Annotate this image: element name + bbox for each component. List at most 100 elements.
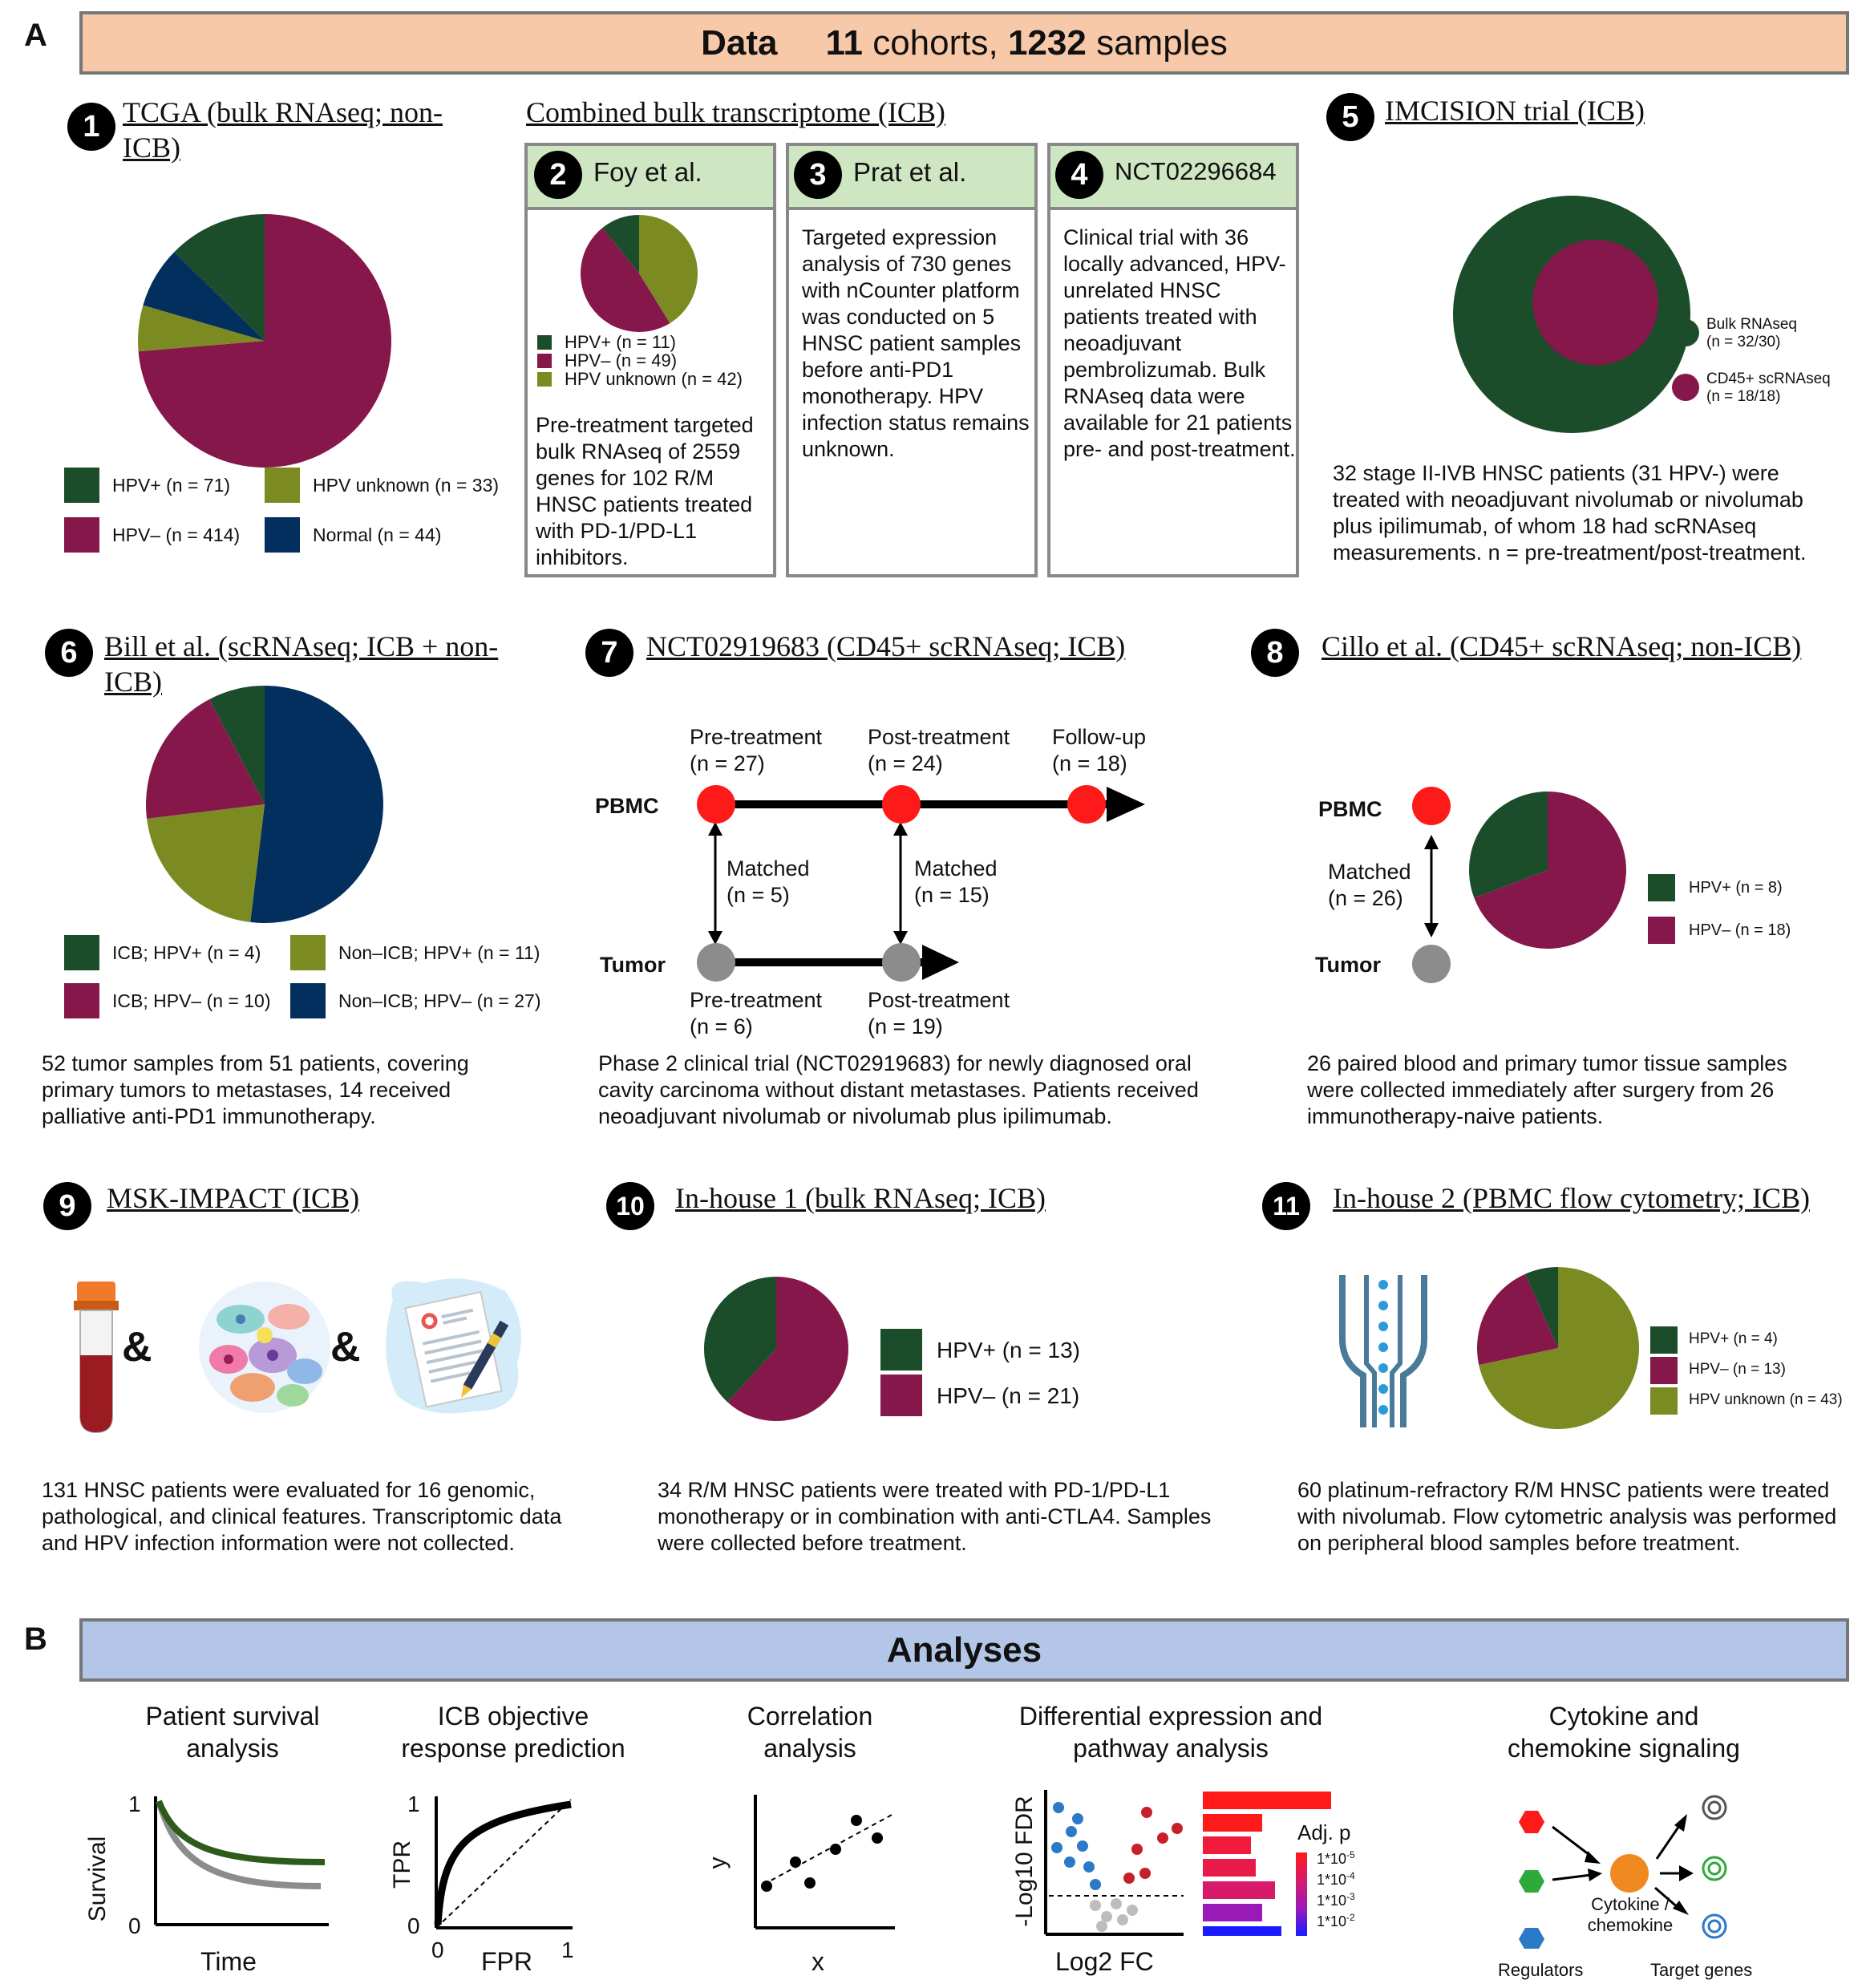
panel-letter-a: A [24,18,47,53]
pie-chart-inhouse1 [704,1277,848,1421]
roc-ylabel: TPR [389,1840,415,1889]
tissue-cells-icon [199,1281,330,1413]
tumor-pre-n: (n = 6) [690,1014,753,1039]
banner-cohorts-word: cohorts, [872,22,998,63]
ampersand-1: & [122,1324,152,1371]
dataset-badge-8: 8 [1251,629,1299,677]
analysis-title-line: Patient survival [145,1702,320,1731]
legend-label: ICB; HPV+ (n = 4) [112,942,261,963]
pie-chart-inhouse2 [1477,1267,1639,1429]
dataset-desc-6: 52 tumor samples from 51 patients, cover… [42,1051,469,1128]
pbmc-follow-n: (n = 18) [1052,751,1127,775]
pie-chart-cillo [1469,792,1626,949]
dataset-badge-7: 7 [585,629,633,677]
legend-label: HPV unknown (n = 43) [1689,1391,1843,1408]
regulators-label: Regulators [1498,1960,1584,1980]
pie-slice-hpv- [138,214,391,468]
scatter-plot-icon [754,1795,895,1929]
dataset-title-1: TCGA (bulk RNAseq; non-ICB) [123,96,443,164]
scale-exp: -3 [1346,1891,1355,1902]
box-title-nct02296684: NCT02296684 [1115,157,1277,185]
analysis-title-line: Correlation [747,1702,873,1731]
dataset-badge-11: 11 [1262,1182,1310,1230]
pie-slice-icb-hpv- [209,686,265,804]
pathway-bars-icon [1203,1792,1331,1936]
legend-label-cd45-n: (n = 18/18) [1706,388,1781,405]
adj-p-colorbar [1296,1852,1307,1936]
nested-circles-imcision [1453,196,1690,433]
scale-base: 1*10 [1317,1893,1347,1909]
scale-base: 1*10 [1317,1913,1347,1929]
tumor-post-label: Post-treatment [868,988,1010,1012]
legend-dot-bulk [1672,319,1699,346]
analyses-banner: Analyses [79,1618,1849,1682]
banner-cohorts-number: 11 [825,22,863,63]
roc-y1: 1 [407,1792,420,1816]
de-xlabel: Log2 FC [1055,1947,1154,1976]
pie-slice-hpv- [1474,792,1626,949]
volcano-plot-icon [1044,1790,1184,1936]
tumor-post-n: (n = 19) [868,1014,943,1039]
data-banner: Data 11 cohorts, 1232 samples [79,11,1849,75]
legend-dot-cd45 [1672,374,1699,401]
survival-ylabel: Survival [84,1836,111,1922]
legend-label-cd45: CD45+ scRNAseq [1706,370,1831,387]
dataset-badge-2: 2 [534,151,582,199]
tumor-label: Tumor [600,953,666,977]
pie-chart-tcga [138,214,391,468]
dataset-title-10: In-house 1 (bulk RNAseq; ICB) [675,1182,1046,1214]
survival-y1: 1 [128,1792,141,1816]
tumor-pre-label: Pre-treatment [690,988,823,1012]
dataset-desc-9: 131 HNSC patients were evaluated for 16 … [42,1478,562,1555]
pbmc-follow-label: Follow-up [1052,725,1147,749]
legend-label: HPV– (n = 49) [565,350,678,370]
combined-title: Combined bulk transcriptome (ICB) [526,96,945,128]
matched-label-1: Matched [727,856,810,881]
box-prat [786,143,1038,577]
matched-n-1: (n = 5) [727,883,790,907]
pie-chart-foy [580,215,698,333]
cytokine-center-line: Cytokine / [1591,1894,1670,1914]
analysis-title-roc: ICB objective response prediction [377,1700,650,1764]
pie-slice-hpv- [1469,792,1548,898]
pie-slice-hpv- [602,215,639,273]
pie-slice-hpv- [1524,1267,1558,1348]
analysis-title-line: chemokine signaling [1508,1734,1740,1763]
scale-base: 1*10 [1317,1872,1347,1888]
analyses-banner-label: Analyses [886,1630,1042,1670]
legend-swatch-hpv-pos [1650,1326,1678,1354]
pie-slice-hpv-unknown [639,215,698,324]
legend-swatch-normal [265,517,300,553]
legend-swatch-hpv-neg [1648,917,1675,944]
legend-label: Non–ICB; HPV+ (n = 11) [338,942,540,963]
pbmc-label-8: PBMC [1318,797,1382,821]
dataset-desc-11: 60 platinum-refractory R/M HNSC patients… [1297,1478,1837,1555]
corr-ylabel: y [704,1856,731,1869]
dataset-badge-6: 6 [45,629,93,677]
legend-label: HPV– (n = 414) [112,524,241,545]
analysis-title-correlation: Correlation analysis [690,1700,930,1764]
dataset-badge-3: 3 [794,151,842,199]
legend-label: HPV+ (n = 4) [1689,1330,1778,1347]
legend-swatch-hpv-neg [1650,1357,1678,1384]
legend-swatch-icb-hpv-pos [64,935,99,970]
signaling-diagram-icon [1519,1795,1727,1949]
panel-letter-b: B [24,1622,47,1657]
legend-swatch-hpv-unknown [265,468,300,503]
ampersand-2: & [330,1324,361,1371]
legend-swatch-hpv-pos [64,468,99,503]
analysis-title-cytokine: Cytokine and chemokine signaling [1467,1700,1780,1764]
tumor-label-8: Tumor [1315,953,1381,977]
scale-exp: -5 [1346,1849,1355,1860]
box-text-prat: Targeted expression analysis of 730 gene… [802,225,1030,461]
adj-p-label: Adj. p [1297,1820,1351,1844]
pie-slice-hpv- [704,1277,776,1403]
legend-label: HPV– (n = 21) [937,1383,1080,1408]
matched-diagram-8 [1412,787,1451,983]
legend-swatch-hpv-neg [64,517,99,553]
analysis-title-line: analysis [763,1734,856,1763]
matched-n-2: (n = 15) [914,883,990,907]
dataset-title-5: IMCISION trial (ICB) [1385,95,1645,127]
legend-label: HPV+ (n = 8) [1689,879,1783,897]
dataset-title-9: MSK-IMPACT (ICB) [107,1182,360,1214]
